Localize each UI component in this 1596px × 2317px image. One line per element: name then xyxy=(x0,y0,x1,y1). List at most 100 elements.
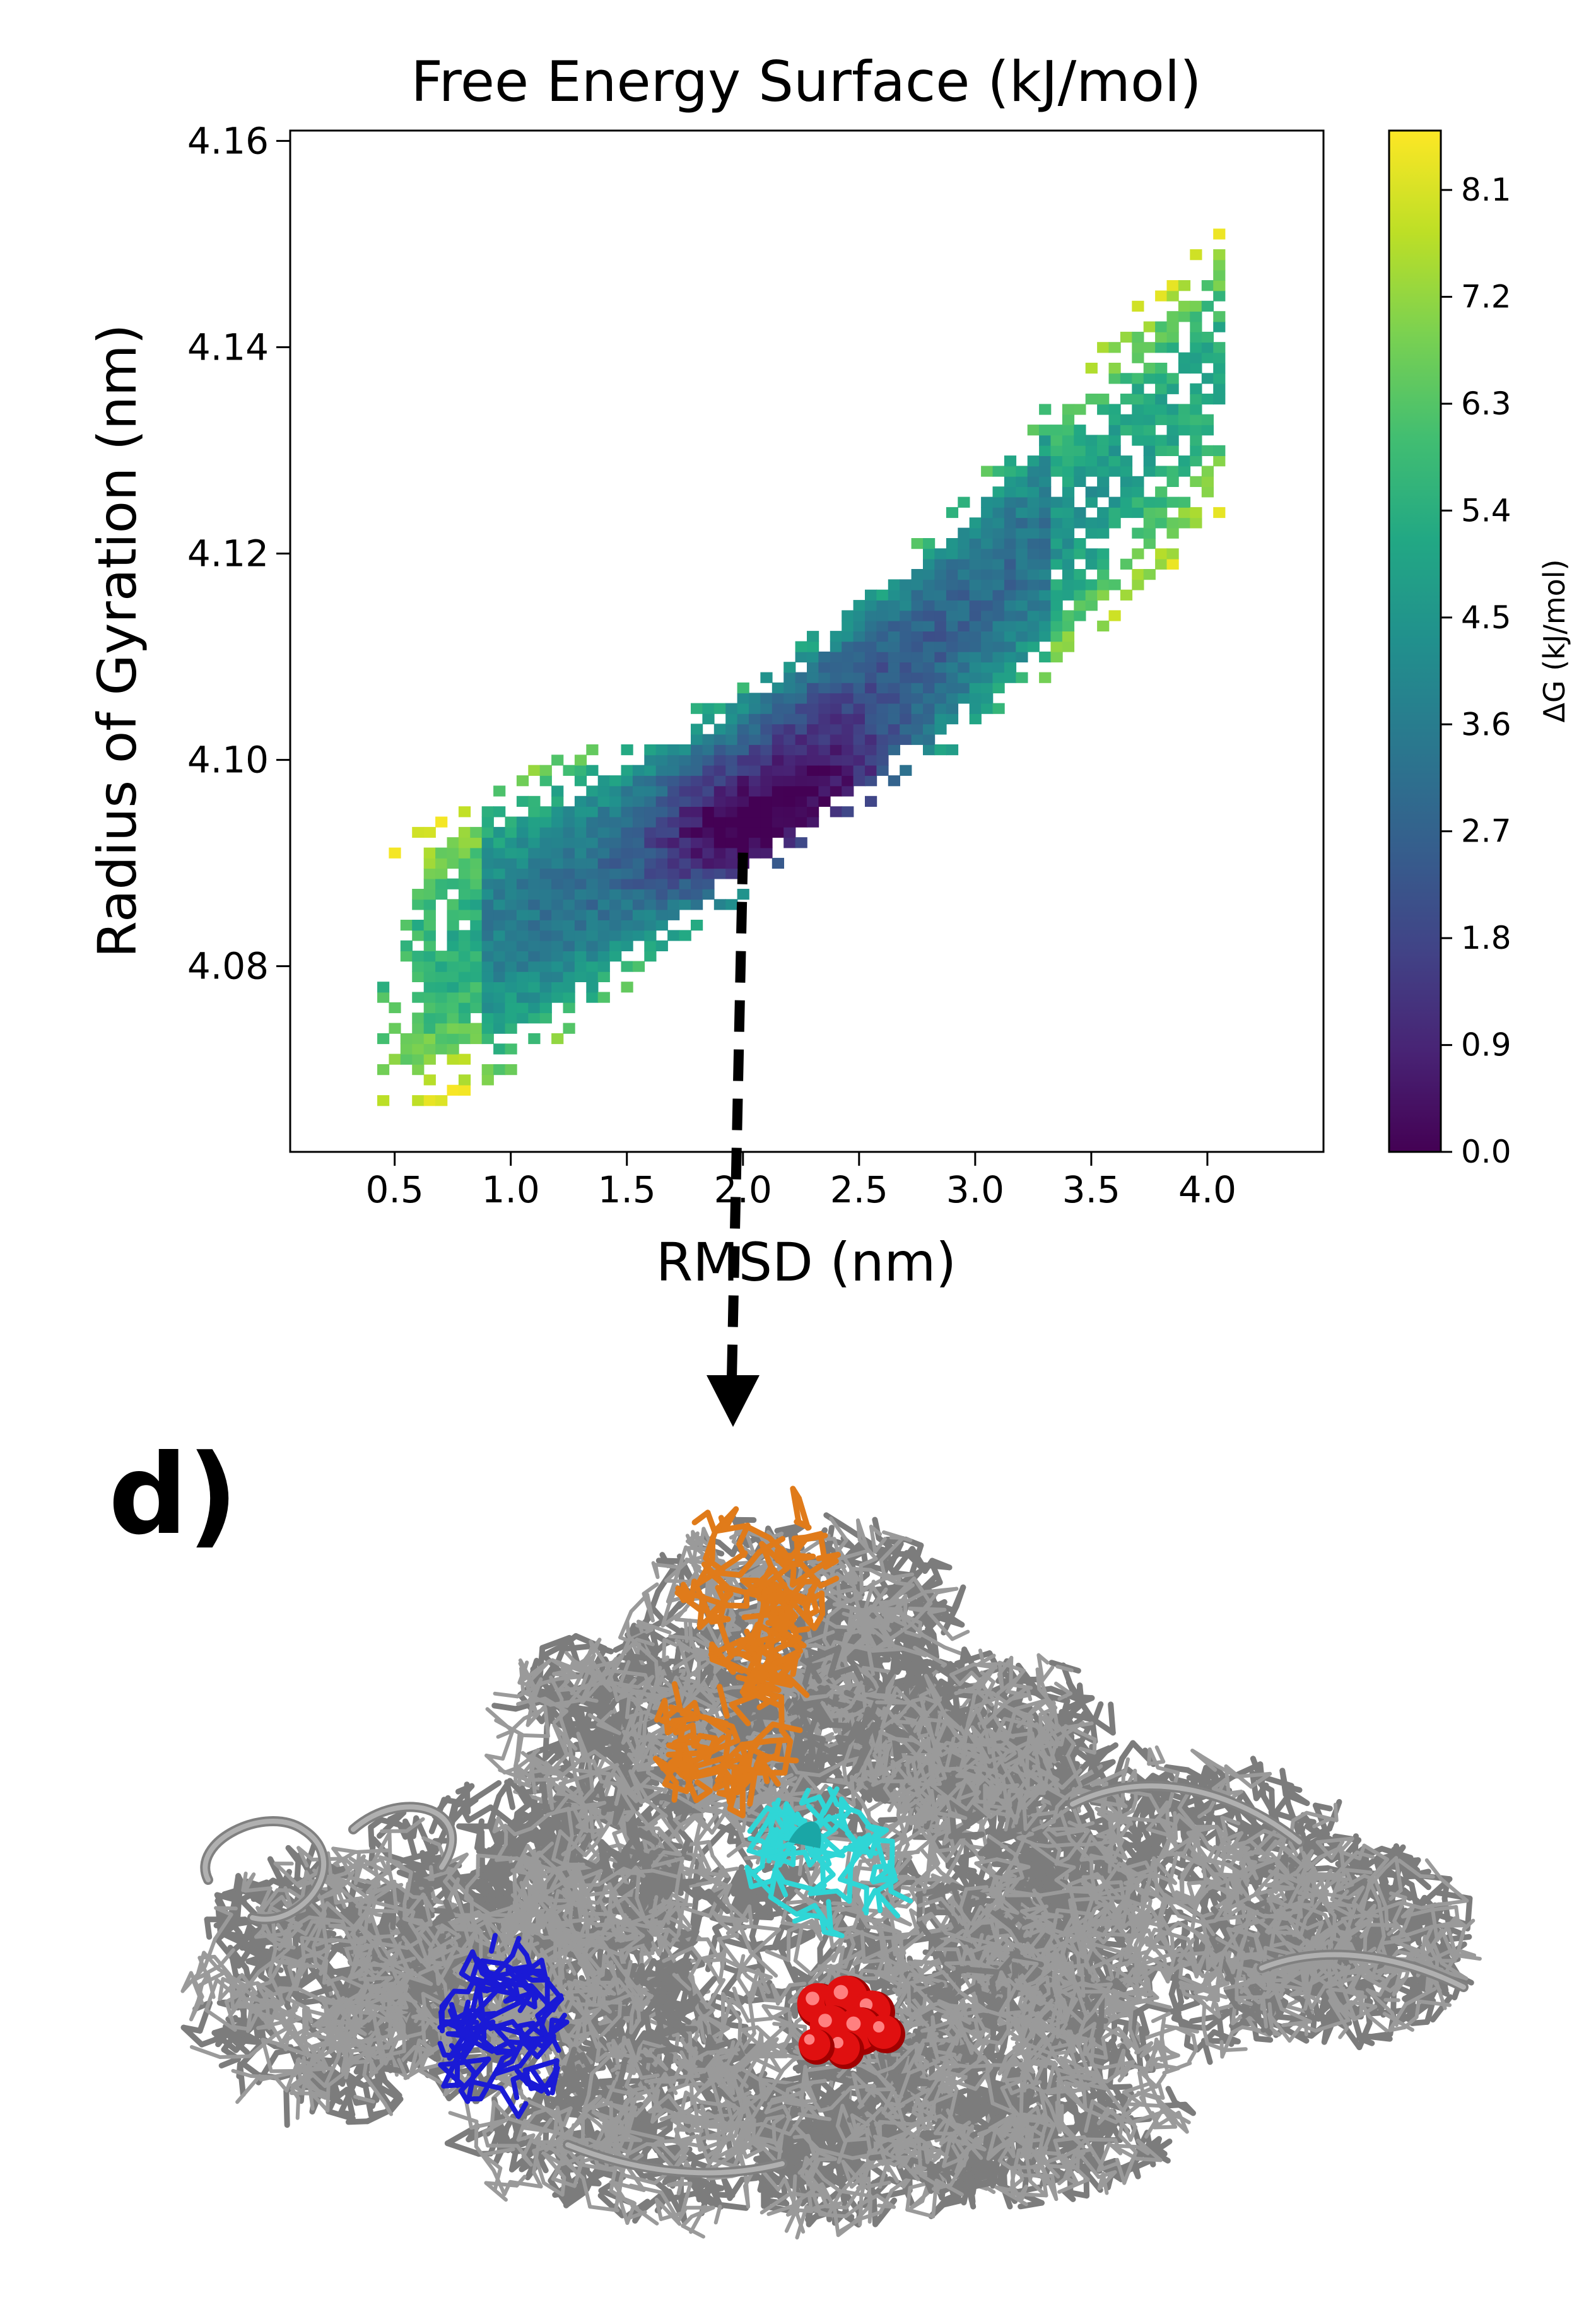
heatmap-cell xyxy=(1178,496,1191,508)
heatmap-cell xyxy=(423,961,436,972)
heatmap-cell xyxy=(447,961,459,972)
heatmap-cell xyxy=(1027,538,1040,549)
heatmap-cell xyxy=(632,816,645,828)
heatmap-cell xyxy=(458,1012,471,1024)
heatmap-cell xyxy=(458,806,471,818)
heatmap-cell xyxy=(481,982,494,993)
heatmap-cell xyxy=(760,693,773,704)
heatmap-cell xyxy=(1050,558,1063,570)
heatmap-cell xyxy=(481,899,494,910)
heatmap-cell xyxy=(1166,373,1179,384)
heatmap-cell xyxy=(1097,486,1110,498)
heatmap-cell xyxy=(539,992,552,1003)
heatmap-cell xyxy=(713,847,726,859)
heatmap-cell xyxy=(679,899,691,910)
heatmap-cell xyxy=(1039,404,1052,415)
heatmap-cell xyxy=(713,857,726,869)
heatmap-cell xyxy=(667,826,680,838)
heatmap-cell xyxy=(923,631,936,642)
heatmap-cell xyxy=(749,795,761,807)
heatmap-cell xyxy=(389,1002,401,1014)
heatmap-cell xyxy=(934,548,947,560)
heatmap-cell xyxy=(481,847,494,859)
protein-bond xyxy=(834,1624,850,1629)
heatmap-cell xyxy=(447,1023,459,1034)
heatmap-cell xyxy=(1213,352,1226,363)
heatmap-cell xyxy=(609,775,622,787)
heatmap-cell xyxy=(574,878,587,889)
heatmap-cell xyxy=(655,816,668,828)
heatmap-cell xyxy=(1213,507,1226,519)
heatmap-cell xyxy=(807,703,819,714)
heatmap-cell xyxy=(609,920,622,931)
heatmap-cell xyxy=(493,940,506,951)
heatmap-cell xyxy=(1004,672,1017,683)
heatmap-cell xyxy=(505,1002,517,1014)
heatmap-cell xyxy=(447,909,459,920)
heatmap-cell xyxy=(946,651,959,663)
heatmap-cell xyxy=(969,548,982,560)
heatmap-cell xyxy=(725,826,738,838)
heatmap-cell xyxy=(435,961,448,972)
heatmap-cell xyxy=(783,826,796,838)
heatmap-cell xyxy=(667,909,680,920)
heatmap-cell xyxy=(644,765,657,776)
heatmap-cell xyxy=(644,826,657,838)
heatmap-cell xyxy=(505,857,517,869)
heatmap-cell xyxy=(969,713,982,725)
heatmap-cell xyxy=(807,816,819,828)
heatmap-cell xyxy=(807,785,819,797)
heatmap-cell xyxy=(1178,414,1191,425)
heatmap-cell xyxy=(1062,548,1075,560)
heatmap-cell xyxy=(597,868,610,879)
heatmap-cell xyxy=(725,837,738,848)
heatmap-cell xyxy=(842,651,854,663)
heatmap-cell xyxy=(1039,496,1052,508)
heatmap-cell xyxy=(783,837,796,848)
protein-structure xyxy=(180,1486,1482,2240)
heatmap-cell xyxy=(691,754,703,766)
heatmap-cell xyxy=(539,1012,552,1024)
heatmap-cell xyxy=(644,785,657,797)
heatmap-cell xyxy=(632,868,645,879)
heatmap-cell xyxy=(876,713,889,725)
heatmap-cell xyxy=(505,961,517,972)
heatmap-cell xyxy=(1108,373,1121,384)
heatmap-cell xyxy=(1062,579,1075,590)
heatmap-cell xyxy=(644,754,657,766)
heatmap-cell xyxy=(539,971,552,982)
heatmap-cell xyxy=(772,682,784,694)
colorbar-tick-label: 0.9 xyxy=(1461,1027,1511,1064)
protein-bond xyxy=(868,1568,898,1585)
heatmap-cell xyxy=(1132,486,1144,498)
heatmap-cell xyxy=(644,795,657,807)
heatmap-cell xyxy=(470,889,483,900)
heatmap-cell xyxy=(1085,517,1098,529)
heatmap-cell xyxy=(1132,404,1144,415)
heatmap-cell xyxy=(481,951,494,962)
heatmap-cell xyxy=(888,620,900,631)
heatmap-cell xyxy=(435,1002,448,1014)
heatmap-cell xyxy=(702,806,715,818)
heatmap-cell xyxy=(574,868,587,879)
heatmap-cell xyxy=(458,899,471,910)
heatmap-cell xyxy=(400,1033,413,1045)
heatmap-cell xyxy=(749,713,761,725)
heatmap-cell xyxy=(737,713,749,725)
heatmap-cell xyxy=(783,713,796,725)
heatmap-cell xyxy=(621,847,633,859)
heatmap-cell xyxy=(772,703,784,714)
heatmap-cell xyxy=(818,765,831,776)
heatmap-cell xyxy=(412,951,425,962)
heatmap-cell xyxy=(1178,300,1191,312)
heatmap-cell xyxy=(516,951,529,962)
heatmap-cell xyxy=(644,868,657,879)
heatmap-cell xyxy=(435,868,448,879)
heatmap-cell xyxy=(934,724,947,735)
heatmap-cell xyxy=(1027,558,1040,570)
heatmap-cell xyxy=(1143,445,1156,456)
heatmap-cell xyxy=(667,857,680,869)
heatmap-cell xyxy=(795,693,807,704)
heatmap-cell xyxy=(1004,496,1017,508)
heatmap-cell xyxy=(1039,589,1052,601)
